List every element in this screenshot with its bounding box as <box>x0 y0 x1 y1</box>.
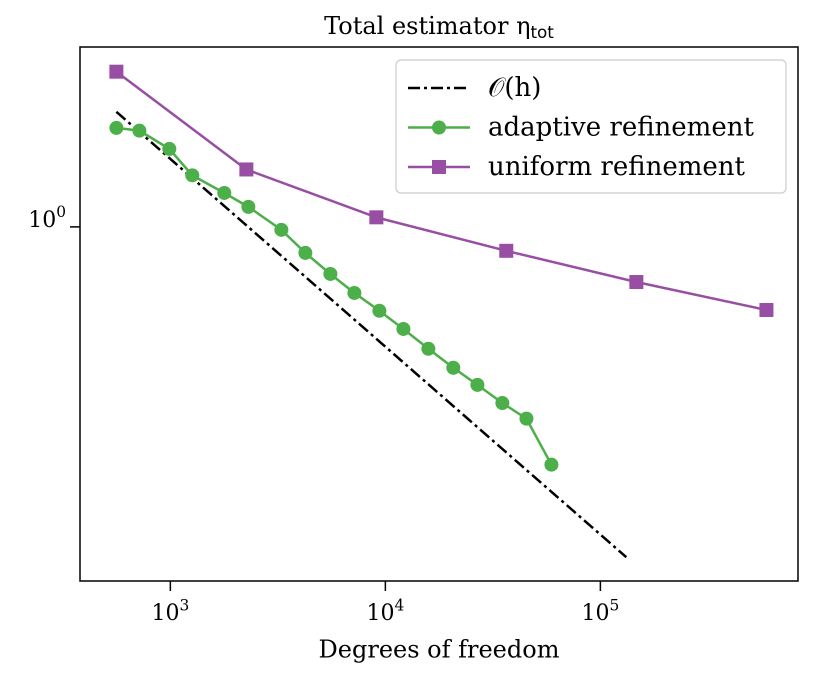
marker <box>274 222 289 237</box>
x-axis-label: Degrees of freedom <box>319 636 560 664</box>
x-tick-label: 105 <box>581 596 619 626</box>
marker <box>241 199 256 214</box>
legend-label: adaptive refinement <box>488 113 754 143</box>
legend-box <box>395 59 787 194</box>
marker <box>396 321 411 336</box>
marker <box>446 360 461 375</box>
marker <box>499 243 514 258</box>
marker <box>217 185 232 200</box>
legend-label: uniform refinement <box>488 152 746 182</box>
x-tick-label: 104 <box>366 596 404 626</box>
marker <box>369 210 384 225</box>
marker <box>109 120 124 135</box>
marker <box>347 285 362 300</box>
marker <box>629 275 644 290</box>
marker <box>759 302 774 317</box>
marker <box>239 162 254 177</box>
marker <box>132 123 147 138</box>
marker <box>323 266 338 281</box>
marker <box>109 64 124 79</box>
chart-title: Total estimator ηtot <box>324 12 554 42</box>
series-line <box>115 110 628 559</box>
marker <box>372 303 387 318</box>
marker <box>519 411 534 426</box>
marker <box>421 341 436 356</box>
legend: 𝒪(h) adaptive refinement uniform refinemen… <box>395 59 787 194</box>
legend-marker <box>432 120 446 135</box>
marker <box>470 377 485 392</box>
plot-frame <box>79 46 799 582</box>
marker <box>185 168 200 183</box>
marker <box>298 245 313 260</box>
legend-marker <box>432 160 446 174</box>
marker <box>544 457 559 472</box>
marker <box>495 396 510 411</box>
y-tick-label: 100 <box>28 203 66 233</box>
marker <box>162 141 177 156</box>
legend-label: 𝒪(h) <box>488 73 541 103</box>
x-tick-label: 103 <box>151 596 189 626</box>
series-line <box>115 70 767 312</box>
